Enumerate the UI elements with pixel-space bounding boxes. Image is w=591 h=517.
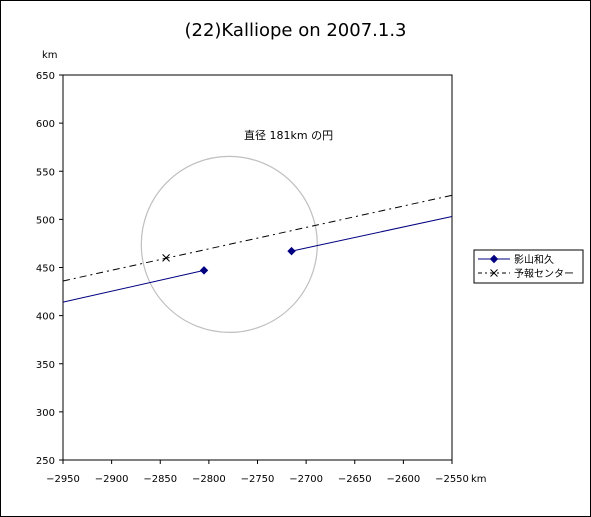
circle-annotation: 直径 181km の円 — [244, 128, 333, 142]
y-tick-label: 500 — [36, 215, 55, 226]
x-tick-label: −2650 — [338, 474, 372, 485]
series-1-line-1 — [62, 269, 205, 303]
y-tick-label: 550 — [36, 167, 55, 178]
legend-label-2: 予報センター — [514, 268, 574, 280]
x-tick-label: −2900 — [95, 474, 129, 485]
series-2-line-1 — [62, 194, 453, 282]
y-tick-label: 400 — [36, 312, 55, 323]
y-tick-label: 650 — [36, 71, 55, 82]
y-axis-unit: km — [42, 50, 58, 61]
x-axis-unit: km — [471, 474, 487, 485]
x-tick-label: −2550 — [435, 474, 469, 485]
x-tick-label: −2600 — [386, 474, 420, 485]
x-tick-label: −2950 — [46, 474, 80, 485]
series-1-line-2 — [291, 215, 453, 252]
chart-title: (22)Kalliope on 2007.1.3 — [184, 20, 407, 41]
x-tick-label: −2750 — [241, 474, 275, 485]
y-tick-label: 250 — [36, 456, 55, 467]
y-tick-label: 350 — [36, 360, 55, 371]
legend-label-1: 影山和久 — [514, 254, 554, 266]
series-2-marker-1 — [162, 254, 170, 262]
y-tick-label: 300 — [36, 408, 55, 419]
legend-box — [473, 249, 584, 284]
diameter-circle — [140, 155, 318, 334]
x-tick-label: −2800 — [192, 474, 226, 485]
legend-marker-2 — [490, 269, 498, 277]
plot-area — [62, 74, 453, 461]
y-tick-label: 600 — [36, 119, 55, 130]
series-1-marker-1 — [199, 266, 209, 275]
legend-marker-1 — [489, 254, 499, 264]
y-tick-label: 450 — [36, 264, 55, 275]
x-tick-label: −2700 — [289, 474, 323, 485]
x-tick-label: −2850 — [143, 474, 177, 485]
series-1-marker-2 — [287, 246, 296, 256]
